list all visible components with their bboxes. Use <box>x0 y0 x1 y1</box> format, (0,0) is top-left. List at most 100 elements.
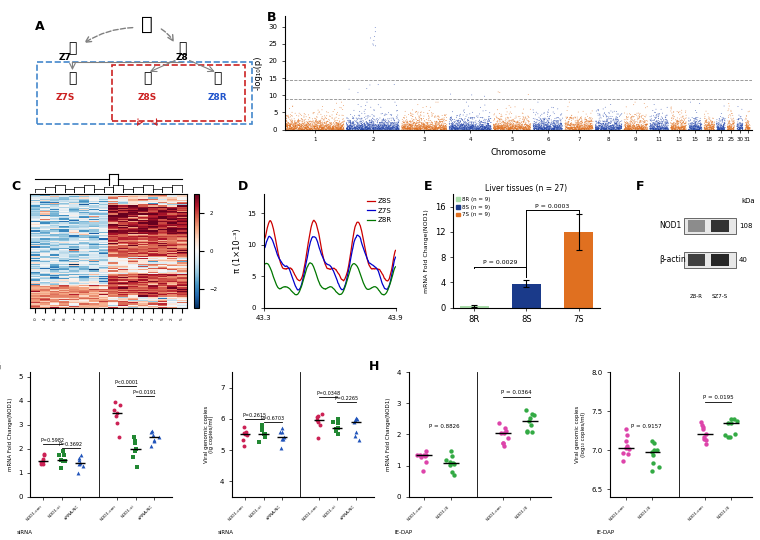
Point <box>498 124 510 132</box>
Point <box>414 122 426 130</box>
Point <box>305 117 317 125</box>
Point <box>589 124 601 133</box>
Point <box>499 123 511 132</box>
Point <box>407 124 419 132</box>
Point <box>623 123 635 132</box>
Point <box>513 123 525 132</box>
Point <box>413 116 425 125</box>
Point <box>622 124 635 132</box>
Point <box>355 125 367 134</box>
Point <box>467 121 479 130</box>
Point <box>490 119 502 127</box>
Point <box>648 111 660 120</box>
Point <box>281 122 293 131</box>
Point <box>369 124 382 132</box>
Point <box>385 125 397 133</box>
Point <box>582 124 594 133</box>
Point <box>431 117 443 126</box>
Point <box>482 124 494 133</box>
Point <box>537 125 549 134</box>
Point <box>686 125 698 133</box>
Point <box>414 451 426 460</box>
Point <box>368 115 380 124</box>
Point <box>591 124 603 133</box>
Point <box>591 122 603 130</box>
Point <box>524 122 537 130</box>
Point <box>312 106 325 114</box>
Point <box>399 107 411 116</box>
Point <box>392 124 404 133</box>
Point <box>491 113 503 122</box>
Point <box>660 122 673 130</box>
Point <box>708 125 720 133</box>
Point <box>676 124 688 132</box>
Point <box>477 118 489 127</box>
Point <box>687 122 699 130</box>
Point <box>353 107 366 116</box>
Point <box>704 113 716 122</box>
Point <box>659 124 671 133</box>
Point <box>600 124 613 133</box>
Point <box>404 124 416 133</box>
Point <box>562 118 574 126</box>
Point <box>682 120 695 129</box>
Point <box>704 125 716 133</box>
Point <box>367 125 379 133</box>
Point <box>667 107 679 116</box>
Point <box>565 123 578 132</box>
Point <box>662 121 674 130</box>
Point <box>620 119 632 127</box>
Point <box>708 124 720 132</box>
Point <box>662 125 674 133</box>
Point <box>679 122 692 130</box>
Point <box>570 116 582 125</box>
Point <box>524 123 537 132</box>
Point <box>290 122 302 131</box>
Point <box>536 116 548 125</box>
Point <box>527 121 540 130</box>
Point <box>632 120 644 129</box>
Point <box>553 121 565 130</box>
Point <box>654 124 667 133</box>
Point <box>714 125 727 133</box>
Point <box>686 124 698 133</box>
Point <box>528 123 540 131</box>
Point <box>684 121 696 130</box>
Point <box>682 125 695 134</box>
Point <box>373 123 385 131</box>
Point <box>407 125 419 133</box>
Point <box>289 117 301 125</box>
Point <box>670 119 682 127</box>
Point <box>422 122 434 131</box>
Point <box>689 123 701 131</box>
Point <box>603 124 615 132</box>
Point <box>673 125 686 133</box>
Point <box>503 119 515 127</box>
Point <box>378 119 390 128</box>
Point <box>312 119 324 127</box>
Point <box>306 117 318 126</box>
Point <box>714 119 726 127</box>
Point <box>667 125 679 134</box>
Point <box>651 125 663 134</box>
Point <box>447 122 459 131</box>
Point <box>356 125 369 133</box>
Point <box>676 123 689 132</box>
Point <box>358 123 370 132</box>
Point <box>562 124 575 133</box>
Point <box>410 122 423 130</box>
Point <box>650 119 662 128</box>
Point <box>461 125 473 133</box>
Point <box>598 109 610 117</box>
Point <box>439 119 451 128</box>
Point <box>310 116 322 124</box>
Point <box>561 118 573 126</box>
Point <box>531 121 543 130</box>
Point <box>415 124 427 133</box>
Point <box>693 125 705 134</box>
Point <box>363 123 375 132</box>
Point <box>341 125 353 133</box>
Point <box>309 124 321 133</box>
Point <box>731 125 743 133</box>
Point <box>562 121 575 130</box>
